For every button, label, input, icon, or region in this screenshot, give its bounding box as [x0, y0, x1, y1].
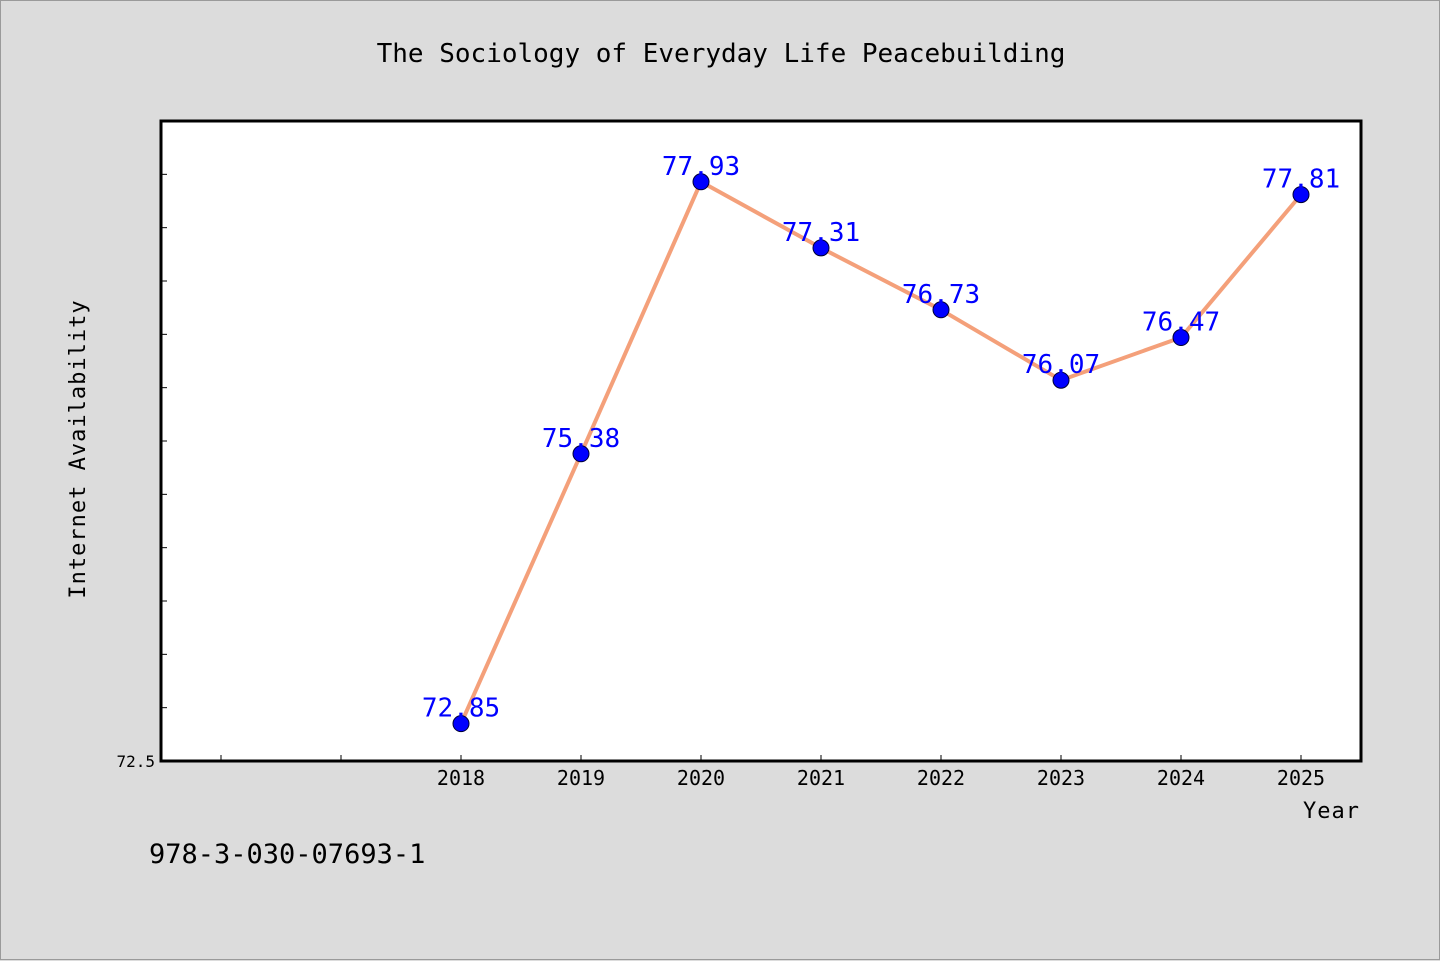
series-line [459, 179, 1303, 726]
data-point [932, 301, 950, 319]
x-tick-label: 2024 [1157, 766, 1205, 790]
data-label: 77.93 [662, 152, 740, 182]
data-label: 72.85 [422, 694, 500, 724]
data-point [1292, 186, 1310, 204]
data-point [1172, 329, 1190, 347]
data-point [452, 715, 470, 733]
data-label: 77.31 [782, 218, 860, 248]
data-point [692, 173, 710, 191]
x-tick-label: 2022 [917, 766, 965, 790]
data-label: 77.81 [1262, 165, 1340, 195]
x-tick-label: 2023 [1037, 766, 1085, 790]
x-tick-label: 2018 [437, 766, 485, 790]
data-point [812, 239, 830, 257]
plot-area [161, 121, 1361, 761]
data-label: 76.47 [1142, 308, 1220, 338]
data-point [572, 445, 590, 463]
y-tick-label: 72.5 [116, 752, 155, 771]
chart-title: The Sociology of Everyday Life Peacebuil… [377, 39, 1066, 69]
data-labels-layer: 72.85 75.38 77.93 77.31 76.73 76.07 76.47 77.81 [422, 152, 1340, 724]
isbn-text: 978-3-030-07693-1 [149, 839, 425, 870]
data-label: 75.38 [542, 424, 620, 454]
x-tick-label: 2021 [797, 766, 845, 790]
data-point [1052, 371, 1070, 389]
x-tick-label: 2025 [1277, 766, 1325, 790]
x-tick-label: 2020 [677, 766, 725, 790]
data-label: 76.73 [902, 280, 980, 310]
plot-border [159, 119, 1363, 763]
y-axis-label: Internet Availability [66, 299, 91, 598]
x-axis-label: Year [1303, 799, 1360, 824]
x-tick-label: 2019 [557, 766, 605, 790]
data-label: 76.07 [1022, 350, 1100, 380]
axis-ticks: 72.5 2018 2019 2020 2021 2022 2023 2024 2025 [116, 120, 1325, 790]
series-layer [452, 173, 1310, 733]
